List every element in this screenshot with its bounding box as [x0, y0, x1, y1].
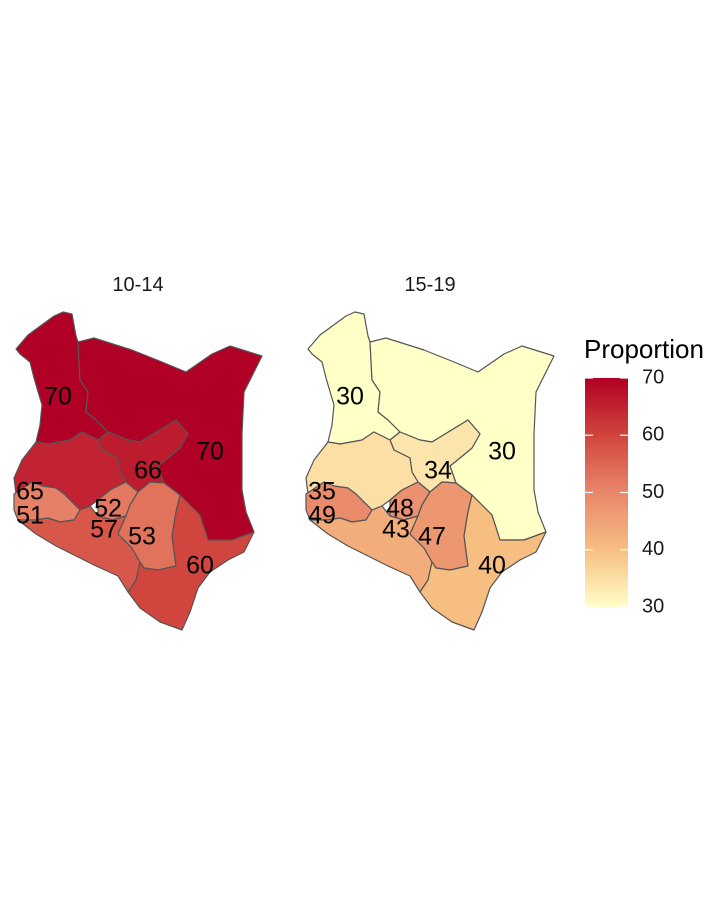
region-value-label: 35 [308, 478, 336, 506]
region-value-label: 49 [308, 502, 336, 530]
region-coast [127, 494, 255, 631]
legend-tick-label: 60 [642, 424, 664, 446]
region-value-label: 60 [186, 552, 214, 580]
legend-tick-label: 30 [642, 595, 664, 617]
legend-tick-label: 40 [642, 538, 664, 560]
regions-group [305, 311, 555, 631]
region-value-label: 48 [386, 495, 414, 523]
region-value-label: 51 [16, 502, 44, 530]
panel-title: 15-19 [404, 274, 455, 296]
region-value-label: 34 [424, 457, 452, 485]
panel-title: 10-14 [112, 274, 163, 296]
region-value-label: 66 [134, 457, 162, 485]
region-value-label: 52 [94, 495, 122, 523]
region-value-label: 65 [16, 478, 44, 506]
legend-title: Proportion [584, 334, 704, 364]
region-value-label: 40 [478, 552, 506, 580]
region-value-label: 57 [90, 516, 118, 544]
legend-tick-label: 50 [642, 481, 664, 503]
region-value-label: 30 [488, 438, 516, 466]
region-value-label: 70 [44, 383, 72, 411]
region-value-label: 70 [196, 438, 224, 466]
region-value-label: 30 [336, 383, 364, 411]
region-value-label: 53 [128, 523, 156, 551]
color-legend: Proportion 70 60 50 40 30 [584, 334, 704, 617]
region-coast [419, 494, 547, 631]
region-value-label: 43 [382, 516, 410, 544]
region-value-label: 47 [418, 523, 446, 551]
regions-group [13, 311, 263, 631]
legend-ticks: 70 60 50 40 30 [585, 366, 664, 617]
legend-tick-label: 70 [642, 366, 664, 388]
